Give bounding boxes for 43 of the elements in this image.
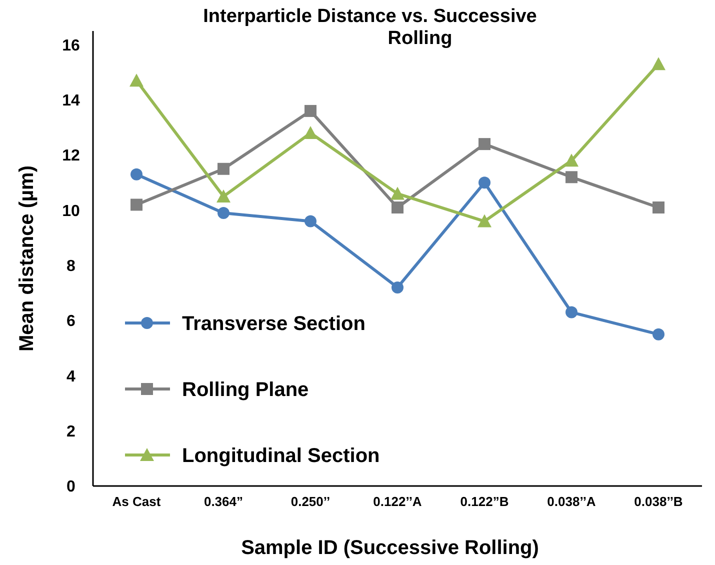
y-tick-label: 10 [62, 202, 80, 220]
point [130, 198, 142, 211]
point [652, 328, 664, 340]
y-tick-label: 8 [66, 258, 76, 275]
y-tick-label: 16 [62, 37, 80, 54]
point [304, 104, 316, 117]
point [478, 176, 490, 189]
point [652, 57, 666, 70]
point [218, 207, 230, 219]
point [130, 74, 144, 87]
point [304, 126, 318, 140]
y-tick-label: 0 [66, 478, 76, 496]
x-tick-label: 0.038’’A [547, 494, 596, 509]
x-tick-label: 0.250’’ [290, 494, 330, 509]
point [392, 281, 404, 294]
point [564, 154, 578, 167]
x-tick-label: 0.038’’B [634, 494, 683, 509]
point [478, 214, 492, 228]
point [566, 306, 578, 318]
y-tick-label: 6 [66, 313, 76, 330]
point [392, 201, 404, 214]
y-axis-title: Mean distance (µm) [16, 165, 38, 352]
x-axis-title: Sample ID (Successive Rolling) [241, 537, 539, 559]
point [652, 201, 664, 214]
point [218, 162, 230, 175]
legend-label: Rolling Plane [182, 379, 309, 401]
x-tick-label: As Cast [112, 494, 162, 509]
point [216, 189, 230, 202]
x-tick-label: 0.364” [204, 494, 244, 509]
y-tick-label: 12 [62, 148, 80, 165]
legend-label: Transverse Section [182, 313, 366, 335]
point [390, 186, 404, 200]
point [130, 168, 142, 180]
x-tick-label: 0.122”B [460, 494, 509, 509]
y-tick-label: 2 [66, 423, 76, 440]
point [304, 215, 316, 228]
point [478, 138, 490, 150]
legend-label: Longitudinal Section [182, 445, 380, 467]
point [566, 171, 578, 184]
y-tick-label: 14 [62, 92, 80, 110]
chart-title: Interparticle Distance vs. Successive Rolling [203, 6, 537, 49]
x-tick-label: 0.122’’A [373, 494, 422, 509]
y-tick-label: 4 [66, 368, 76, 386]
